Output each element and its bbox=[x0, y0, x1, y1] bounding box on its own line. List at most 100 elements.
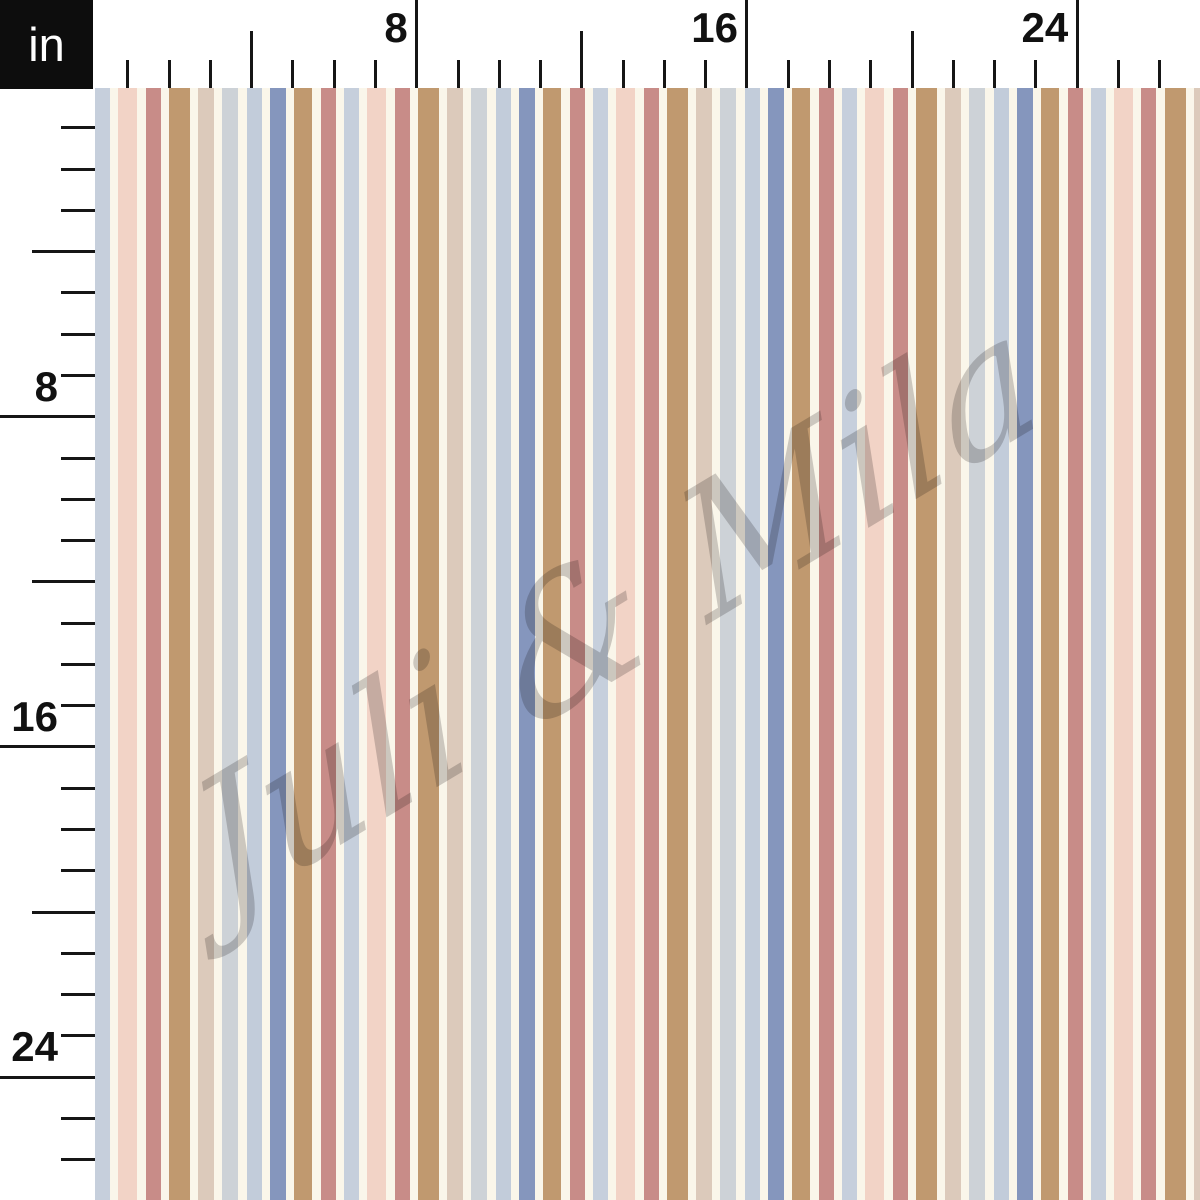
ruler-top-label-24: 24 bbox=[1022, 4, 1069, 52]
fabric-stripe-camel bbox=[169, 88, 190, 1200]
fabric-stripe-paleblue bbox=[344, 88, 359, 1200]
ruler-left-tick-24 bbox=[0, 1076, 95, 1079]
fabric-stripe-steelblue bbox=[1017, 88, 1033, 1200]
ruler-left-tick-11 bbox=[61, 539, 95, 542]
fabric-stripe-paleblue bbox=[593, 88, 608, 1200]
ruler-left-tick-14 bbox=[61, 663, 95, 666]
ruler-top-tick-5 bbox=[291, 60, 294, 88]
fabric-stripe-steelblue bbox=[270, 88, 286, 1200]
ruler-left-tick-13 bbox=[61, 622, 95, 625]
ruler-top-tick-2 bbox=[168, 60, 171, 88]
ruler-top-tick-21 bbox=[952, 60, 955, 88]
ruler-top-tick-3 bbox=[209, 60, 212, 88]
ruler-top-tick-20 bbox=[911, 31, 914, 88]
fabric-stripe-rose bbox=[1141, 88, 1156, 1200]
fabric-stripe-camel bbox=[418, 88, 439, 1200]
ruler-left-tick-26 bbox=[61, 1158, 95, 1161]
ruler-top-tick-1 bbox=[126, 60, 129, 88]
unit-badge: in bbox=[0, 0, 93, 89]
ruler-top-tick-23 bbox=[1034, 60, 1037, 88]
fabric-stripe-camel bbox=[1041, 88, 1059, 1200]
ruler-left-tick-6 bbox=[61, 333, 95, 336]
fabric-stripe-pink bbox=[367, 88, 386, 1200]
fabric-stripe-palegray bbox=[720, 88, 736, 1200]
ruler-top-tick-19 bbox=[869, 60, 872, 88]
fabric-stripe-lightblue bbox=[247, 88, 262, 1200]
fabric-stripe-camel bbox=[1165, 88, 1186, 1200]
fabric-stripe-beige bbox=[447, 88, 463, 1200]
fabric-stripe-pink bbox=[118, 88, 137, 1200]
ruler-left-tick-8 bbox=[0, 415, 95, 418]
fabric-stripe-rose bbox=[321, 88, 336, 1200]
fabric-stripe-rose bbox=[644, 88, 659, 1200]
fabric-stripe-camel bbox=[294, 88, 312, 1200]
ruler-left-label-8: 8 bbox=[0, 363, 58, 411]
ruler-top-tick-4 bbox=[250, 31, 253, 88]
fabric-stripe-rose bbox=[893, 88, 908, 1200]
ruler-left-tick-19 bbox=[61, 869, 95, 872]
ruler-top-tick-17 bbox=[787, 60, 790, 88]
fabric-stripe-pink bbox=[865, 88, 884, 1200]
fabric-stripe-beige bbox=[945, 88, 961, 1200]
ruler-top-tick-18 bbox=[828, 60, 831, 88]
ruler-top-tick-8 bbox=[415, 0, 418, 88]
fabric-swatch bbox=[95, 88, 1200, 1200]
ruler-left-tick-21 bbox=[61, 952, 95, 955]
fabric-stripe-lightblue bbox=[496, 88, 511, 1200]
fabric-stripe-steelblue bbox=[519, 88, 535, 1200]
ruler-left-tick-10 bbox=[61, 498, 95, 501]
ruler-left-tick-2 bbox=[61, 168, 95, 171]
ruler-left-tick-3 bbox=[61, 209, 95, 212]
fabric-stripe-rose bbox=[1068, 88, 1083, 1200]
ruler-top-tick-9 bbox=[457, 60, 460, 88]
ruler-left-tick-4 bbox=[32, 250, 95, 253]
fabric-stripe-camel bbox=[916, 88, 937, 1200]
ruler-top-tick-26 bbox=[1158, 60, 1161, 88]
ruler-left-tick-9 bbox=[61, 457, 95, 460]
fabric-stripe-lightblue bbox=[745, 88, 760, 1200]
ruler-left-tick-5 bbox=[61, 291, 95, 294]
ruler-left-tick-25 bbox=[61, 1117, 95, 1120]
ruler-top: 81624 bbox=[0, 0, 1200, 88]
ruler-left-tick-20 bbox=[32, 911, 95, 914]
ruler-top-tick-25 bbox=[1117, 60, 1120, 88]
fabric-stripe-camel bbox=[792, 88, 810, 1200]
ruler-left-label-24: 24 bbox=[0, 1023, 58, 1071]
ruler-left-tick-17 bbox=[61, 787, 95, 790]
ruler-left-tick-22 bbox=[61, 993, 95, 996]
ruler-top-tick-12 bbox=[580, 31, 583, 88]
ruler-top-label-16: 16 bbox=[691, 4, 738, 52]
ruler-left-tick-7 bbox=[61, 374, 95, 377]
stripe-pattern bbox=[95, 88, 1200, 1200]
fabric-stripe-palegray bbox=[222, 88, 238, 1200]
ruler-top-tick-15 bbox=[704, 60, 707, 88]
ruler-top-tick-16 bbox=[745, 0, 748, 88]
ruler-left-tick-15 bbox=[61, 704, 95, 707]
fabric-stripe-rose bbox=[395, 88, 410, 1200]
ruler-left-tick-16 bbox=[0, 745, 95, 748]
fabric-stripe-beige bbox=[1194, 88, 1200, 1200]
unit-label: in bbox=[28, 17, 65, 72]
fabric-stripe-rose bbox=[570, 88, 585, 1200]
ruler-top-tick-6 bbox=[333, 60, 336, 88]
fabric-stripe-paleblue bbox=[842, 88, 857, 1200]
fabric-stripe-lightblue bbox=[994, 88, 1009, 1200]
fabric-stripe-rose bbox=[819, 88, 834, 1200]
ruler-top-tick-11 bbox=[539, 60, 542, 88]
fabric-stripe-rose bbox=[146, 88, 161, 1200]
fabric-stripe-palegray bbox=[969, 88, 985, 1200]
fabric-stripe-paleblue bbox=[95, 88, 110, 1200]
ruler-left-label-16: 16 bbox=[0, 693, 58, 741]
ruler-left: 8 16 24 bbox=[0, 0, 95, 1200]
ruler-left-tick-1 bbox=[61, 126, 95, 129]
ruler-left-tick-23 bbox=[61, 1034, 95, 1037]
ruler-top-tick-13 bbox=[622, 60, 625, 88]
ruler-top-tick-10 bbox=[498, 60, 501, 88]
fabric-stripe-paleblue bbox=[1091, 88, 1106, 1200]
fabric-stripe-beige bbox=[696, 88, 712, 1200]
ruler-top-tick-7 bbox=[374, 60, 377, 88]
fabric-stripe-palegray bbox=[471, 88, 487, 1200]
fabric-stripe-camel bbox=[543, 88, 561, 1200]
ruler-top-tick-24 bbox=[1076, 0, 1079, 88]
fabric-stripe-beige bbox=[198, 88, 214, 1200]
